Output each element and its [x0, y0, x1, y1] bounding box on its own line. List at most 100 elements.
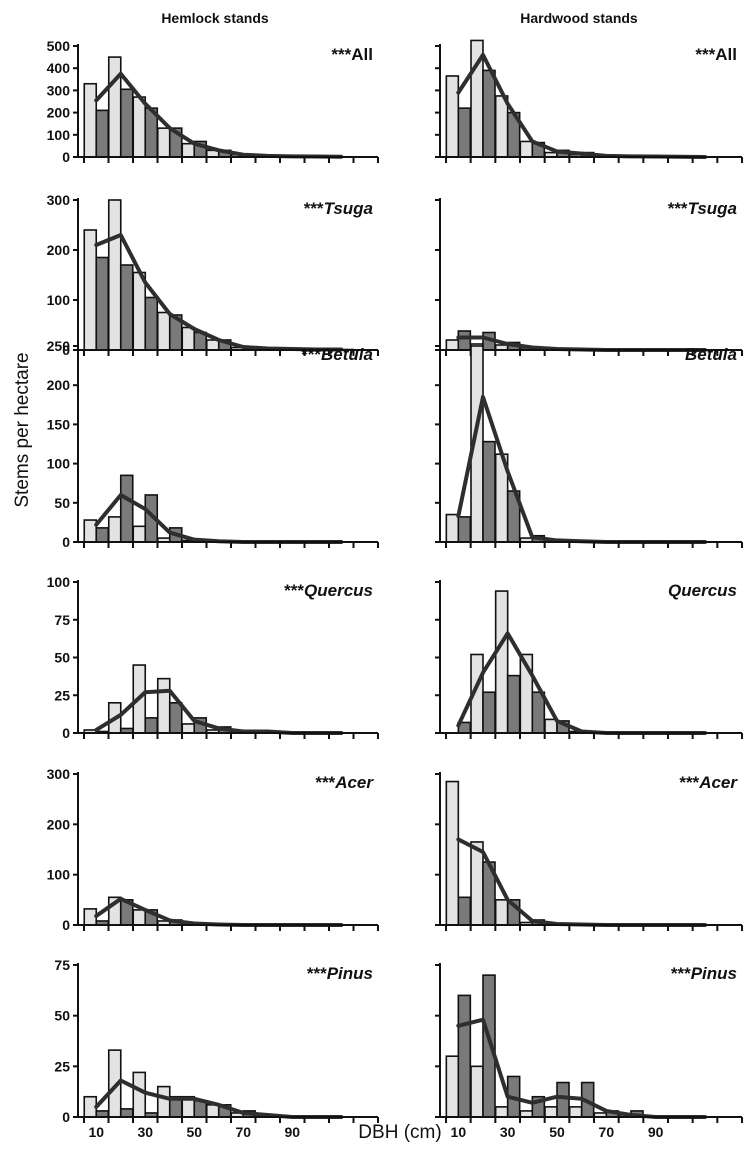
x-tick-label: 70: [599, 1124, 615, 1140]
y-tick-label: 200: [47, 816, 71, 832]
bar-light: [133, 97, 145, 157]
x-tick-label: 10: [451, 1124, 467, 1140]
panel: ***All: [435, 40, 742, 163]
bar-light: [133, 273, 145, 351]
bar-light: [84, 84, 96, 157]
panel-label: ***Acer: [679, 773, 738, 792]
x-tick-label: 30: [137, 1124, 153, 1140]
bar-dark: [96, 110, 108, 157]
y-tick-label: 100: [47, 867, 71, 883]
bar-light: [84, 230, 96, 350]
y-tick-label: 50: [54, 650, 70, 666]
y-tick-label: 100: [47, 127, 71, 143]
bar-dark: [145, 298, 157, 351]
panel: ***Tsuga: [435, 198, 742, 356]
y-tick-label: 50: [54, 495, 70, 511]
taxon-name: Tsuga: [324, 199, 373, 218]
panel-label: ***Pinus: [671, 964, 737, 983]
bar-dark: [508, 676, 520, 733]
y-tick-label: 0: [62, 149, 70, 165]
taxon-name: All: [715, 45, 737, 64]
bar-light: [133, 526, 145, 542]
y-tick-label: 300: [47, 192, 71, 208]
bar-light: [471, 842, 483, 925]
bar-dark: [121, 1109, 133, 1117]
bar-light: [84, 520, 96, 542]
y-tick-label: 0: [62, 917, 70, 933]
y-tick-label: 200: [47, 242, 71, 258]
significance-stars: ***: [301, 345, 321, 364]
significance-stars: ***: [315, 773, 335, 792]
panel-label: ***All: [695, 45, 737, 64]
bar-dark: [483, 442, 495, 542]
bar-light: [496, 591, 508, 733]
y-tick-label: 100: [47, 456, 71, 472]
column-title-hardwood: Hardwood stands: [520, 10, 638, 26]
taxon-name: Quercus: [304, 581, 373, 600]
panel: ***Acer: [435, 772, 742, 931]
bar-light: [520, 141, 532, 157]
y-axis-title: Stems per hectare: [12, 352, 33, 507]
bar-light: [446, 76, 458, 157]
bar-dark: [458, 331, 470, 350]
panel-label: ***Quercus: [284, 581, 373, 600]
bar-light: [133, 910, 145, 925]
x-tick-label: 70: [235, 1124, 251, 1140]
bar-light: [182, 328, 194, 351]
bar-dark: [458, 897, 470, 925]
y-tick-label: 100: [47, 574, 71, 590]
significance-stars: ***: [284, 581, 304, 600]
y-tick-label: 50: [54, 1008, 70, 1024]
bar-light: [182, 724, 194, 733]
y-tick-label: 150: [47, 416, 71, 432]
bar-light: [207, 1105, 219, 1117]
bar-light: [446, 515, 458, 542]
significance-stars: ***: [307, 964, 327, 983]
panel-label: ***Pinus: [307, 964, 373, 983]
bar-light: [496, 1107, 508, 1117]
y-tick-label: 300: [47, 82, 71, 98]
taxon-name: Tsuga: [688, 199, 737, 218]
panel-label: Quercus: [668, 581, 737, 600]
bar-light: [109, 57, 121, 157]
y-tick-label: 0: [62, 725, 70, 741]
panel-label: Betula: [685, 345, 737, 364]
bar-dark: [121, 265, 133, 350]
y-tick-label: 0: [62, 534, 70, 550]
column-title-hemlock: Hemlock stands: [161, 10, 269, 26]
significance-stars: ***: [671, 964, 691, 983]
bar-light: [158, 679, 170, 733]
x-tick-label: 10: [88, 1124, 104, 1140]
y-tick-label: 25: [54, 687, 70, 703]
y-tick-label: 400: [47, 60, 71, 76]
bar-light: [496, 900, 508, 925]
bar-dark: [96, 258, 108, 351]
x-tick-label: 90: [284, 1124, 300, 1140]
significance-stars: ***: [695, 45, 715, 64]
bar-light: [545, 1107, 557, 1117]
bar-light: [207, 340, 219, 350]
taxon-name: Betula: [685, 345, 737, 364]
y-tick-label: 250: [47, 338, 71, 354]
bar-light: [496, 96, 508, 157]
bar-dark: [170, 703, 182, 733]
significance-stars: ***: [304, 199, 324, 218]
y-tick-label: 300: [47, 766, 71, 782]
x-tick-label: 50: [549, 1124, 565, 1140]
bar-light: [109, 517, 121, 542]
bar-dark: [483, 692, 495, 733]
x-tick-label: 50: [186, 1124, 202, 1140]
y-tick-label: 75: [54, 957, 70, 973]
bar-light: [133, 1072, 145, 1117]
panel: 0 100 200 300 ***Acer: [47, 766, 378, 933]
bar-light: [158, 313, 170, 351]
panel-label: ***Acer: [315, 773, 374, 792]
y-tick-label: 0: [62, 1109, 70, 1125]
